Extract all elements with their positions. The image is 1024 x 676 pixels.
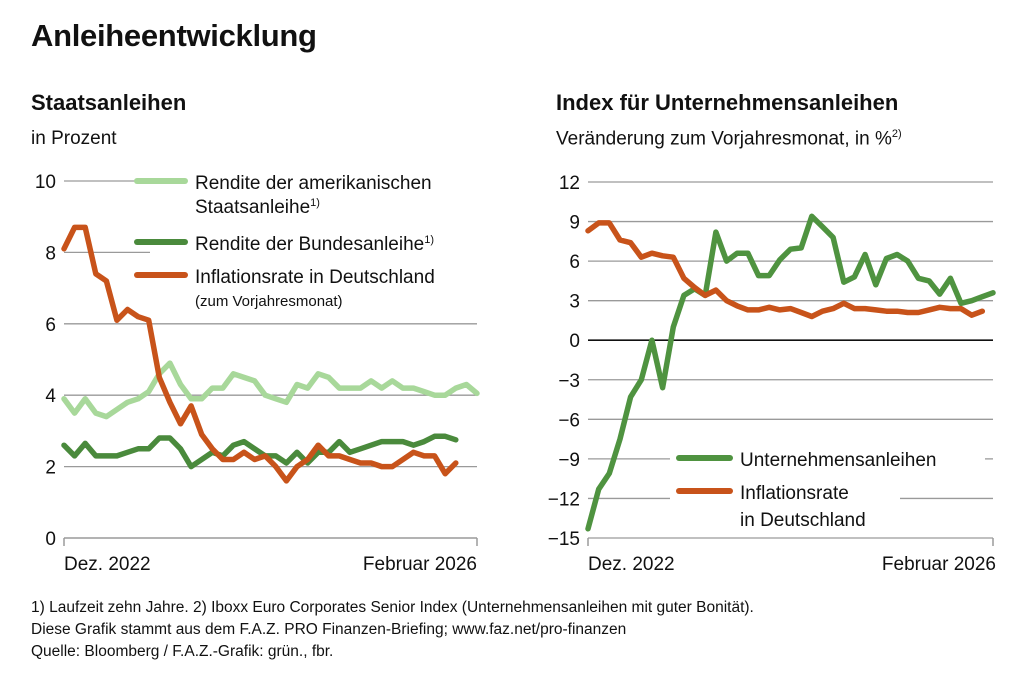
left-x-label-start: Dez. 2022	[64, 554, 151, 575]
legend-label-inflation-right-line2: in Deutschland	[740, 510, 866, 531]
left-series-rendite-der-bundesanleihe	[61, 433, 459, 470]
legend-footnote-us-yield: 1)	[310, 197, 320, 209]
right-y-tick-label: 0	[569, 331, 580, 352]
right-legend: Unternehmensanleihen Inflationsrate in D…	[676, 450, 936, 531]
right-x-label-end: Februar 2026	[882, 554, 996, 575]
left-y-tick-label: 4	[45, 386, 56, 407]
legend-label-inflation-left-line1: Inflationsrate in Deutschland	[195, 267, 435, 288]
footnote-line-1: 1) Laufzeit zehn Jahre. 2) Iboxx Euro Co…	[31, 599, 754, 616]
left-chart-y-ticks: 0 2 4 6 8 10	[35, 172, 57, 550]
right-y-tick-label: −12	[548, 489, 580, 510]
left-chart-subtitle: in Prozent	[31, 128, 117, 149]
right-chart-subtitle-text: Veränderung zum Vorjahresmonat, in %	[556, 128, 892, 150]
left-y-tick-label: 2	[45, 458, 56, 479]
legend-label-us-yield-line2-text: Staatsanleihe	[195, 197, 310, 218]
legend-label-inflation-left-line2: (zum Vorjahresmonat)	[195, 293, 343, 310]
right-series-unternehmensanleihen	[585, 213, 996, 532]
left-series-inflationsrate-in-deutschland	[61, 224, 459, 484]
right-chart-subtitle: Veränderung zum Vorjahresmonat, in %2)	[556, 128, 902, 150]
right-y-tick-label: −3	[558, 371, 580, 392]
left-chart-title: Staatsanleihen	[31, 90, 187, 115]
left-y-tick-label: 6	[45, 315, 56, 336]
page-title: Anleiheentwicklung	[31, 18, 317, 53]
right-y-tick-label: −15	[548, 529, 580, 550]
right-series-inflationsrate-in-deutschland	[585, 220, 986, 320]
right-y-tick-label: −9	[558, 450, 580, 471]
left-chart-series	[61, 224, 480, 484]
left-x-label-end: Februar 2026	[363, 554, 477, 575]
left-y-tick-label: 8	[45, 243, 56, 264]
legend-footnote-bund-yield: 1)	[424, 234, 434, 246]
legend-label-inflation-right-line1: Inflationsrate	[740, 483, 849, 504]
left-legend: Rendite der amerikanischen Staatsanleihe…	[134, 173, 435, 310]
footnote-line-3: Quelle: Bloomberg / F.A.Z.-Grafik: grün.…	[31, 643, 334, 660]
left-y-tick-label: 10	[35, 172, 56, 193]
left-chart-gridlines	[64, 180, 477, 468]
left-series-rendite-der-amerikanischen-staatsanleihe	[61, 360, 480, 420]
legend-label-bund-yield-text: Rendite der Bundesanleihe	[195, 234, 424, 255]
right-y-tick-label: 3	[569, 292, 580, 313]
legend-label-corporate: Unternehmensanleihen	[740, 450, 936, 471]
footnotes: 1) Laufzeit zehn Jahre. 2) Iboxx Euro Co…	[31, 597, 754, 663]
right-chart-series	[585, 213, 996, 532]
right-y-tick-label: 12	[559, 173, 580, 194]
right-chart-y-ticks: −15 −12 −9 −6 −3 0 3 6 9 12	[548, 173, 580, 550]
legend-label-us-yield-line2: Staatsanleihe1)	[195, 197, 320, 218]
right-y-tick-label: 6	[569, 252, 580, 273]
right-chart-gridlines	[588, 181, 993, 539]
right-y-tick-label: 9	[569, 213, 580, 234]
right-x-label-start: Dez. 2022	[588, 554, 675, 575]
legend-label-bund-yield: Rendite der Bundesanleihe1)	[195, 234, 434, 255]
legend-label-us-yield-line1: Rendite der amerikanischen	[195, 173, 432, 194]
right-chart-title: Index für Unternehmensanleihen	[556, 90, 899, 115]
footnote-line-2: Diese Grafik stammt aus dem F.A.Z. PRO F…	[31, 621, 627, 638]
right-chart-subtitle-footnote: 2)	[891, 128, 902, 140]
left-y-tick-label: 0	[45, 529, 56, 550]
right-y-tick-label: −6	[558, 410, 580, 431]
